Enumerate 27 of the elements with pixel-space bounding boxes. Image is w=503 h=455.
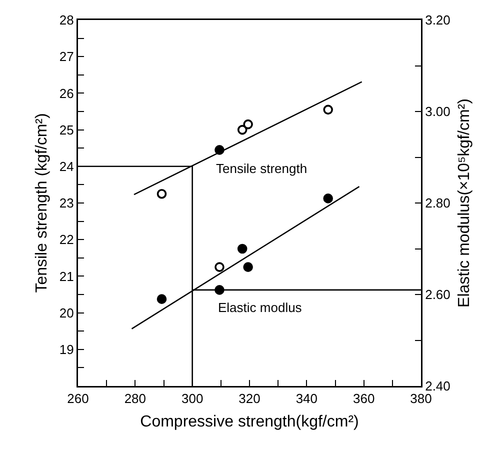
y-axis-title: Tensile strength (kgf/cm²): [34, 113, 51, 293]
y-tick-label: 20: [59, 305, 74, 320]
x-tick-label: 260: [67, 391, 89, 406]
y-tick-label: 27: [59, 49, 74, 64]
series-label: Elastic modlus: [218, 300, 302, 315]
x-tick-label: 280: [124, 391, 146, 406]
y-tick-label: 22: [59, 232, 74, 248]
x-tick-label: 320: [238, 391, 260, 406]
y2-tick-label: 3.20: [425, 12, 450, 28]
y-tick-label: 19: [59, 342, 74, 357]
y2-tick-label: 3.00: [425, 104, 450, 120]
x-tick-label: 340: [296, 391, 318, 406]
y-tick-label: 21: [59, 268, 74, 284]
series-label: Tensile strength: [216, 161, 308, 176]
y-tick-label: 24: [59, 158, 74, 174]
y2-tick-label: 2.40: [425, 378, 450, 394]
y-tick-label: 28: [59, 12, 74, 28]
y2-tick-label: 2.80: [425, 196, 450, 211]
x-axis-title: Compressive strength(kgf/cm²): [140, 414, 359, 431]
x-tick-label: 380: [410, 391, 432, 406]
x-tick-label: 360: [352, 391, 375, 406]
y-tick-label: 23: [59, 196, 74, 211]
y2-tick-label: 2.60: [425, 287, 450, 302]
y-tick-label: 26: [59, 86, 74, 101]
x-tick-label: 300: [181, 391, 204, 406]
y2-axis-title: Elastic modulus(×10⁵kgf/cm²): [456, 98, 473, 308]
y-tick-label: 25: [59, 122, 74, 138]
